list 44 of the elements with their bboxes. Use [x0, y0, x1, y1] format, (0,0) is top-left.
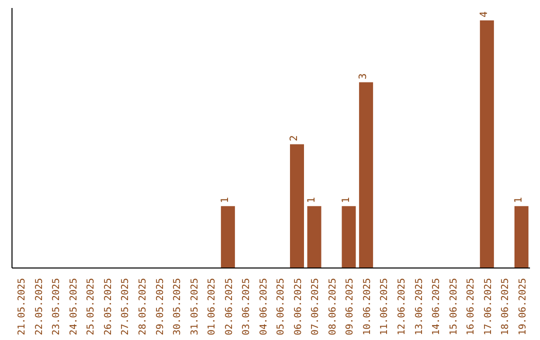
- x-tick-label: 31.05.2025: [189, 278, 200, 336]
- x-tick-label: 26.05.2025: [102, 278, 114, 336]
- x-tick-label: 04.06.2025: [258, 278, 270, 336]
- x-tick-label: 21.05.2025: [16, 278, 28, 336]
- x-tick-label: 22.05.2025: [34, 278, 45, 336]
- x-tick-label: 18.06.2025: [500, 278, 512, 336]
- x-tick-label: 29.05.2025: [154, 278, 166, 336]
- x-tick-label: 27.05.2025: [120, 278, 132, 336]
- data-label: 2: [288, 135, 300, 142]
- x-tick-label: 09.06.2025: [344, 278, 356, 336]
- x-tick-label: 01.06.2025: [206, 278, 218, 336]
- data-label: 1: [513, 197, 524, 204]
- x-tick-label: 15.06.2025: [448, 278, 460, 336]
- x-tick-label: 05.06.2025: [276, 278, 287, 336]
- data-label: 1: [306, 197, 318, 204]
- x-tick-label: 28.05.2025: [138, 278, 148, 336]
- x-tick-label: 24.05.2025: [68, 278, 80, 336]
- bar: [290, 144, 304, 268]
- bar: [359, 82, 374, 268]
- x-tick-label: 19.06.2025: [517, 278, 528, 336]
- data-label: 4: [478, 11, 490, 18]
- x-tick-label: 12.06.2025: [396, 278, 408, 336]
- x-tick-label: 13.06.2025: [414, 278, 425, 336]
- x-tick-label: 10.06.2025: [362, 278, 373, 336]
- x-tick-label: 06.06.2025: [292, 278, 304, 336]
- bar: [480, 20, 494, 268]
- bar: [342, 206, 356, 268]
- data-label: 1: [340, 197, 352, 204]
- x-tick-label: 16.06.2025: [466, 278, 477, 336]
- x-tick-label: 23.05.2025: [51, 278, 62, 336]
- bar: [514, 206, 528, 268]
- x-tick-label: 30.05.2025: [172, 278, 184, 336]
- x-tick-label: 02.06.2025: [224, 278, 235, 336]
- bar: [220, 206, 235, 268]
- x-tick-label: 11.06.2025: [379, 278, 390, 336]
- x-tick-label: 03.06.2025: [241, 278, 252, 336]
- x-tick-label: 17.06.2025: [482, 278, 494, 336]
- data-label: 3: [358, 73, 370, 80]
- x-tick-label: 07.06.2025: [310, 278, 322, 336]
- x-tick-label: 08.06.2025: [327, 278, 338, 336]
- data-label: 1: [220, 197, 231, 204]
- x-tick-label: 25.05.2025: [86, 278, 97, 336]
- bar: [307, 206, 322, 268]
- x-tick-label: 14.06.2025: [431, 278, 442, 336]
